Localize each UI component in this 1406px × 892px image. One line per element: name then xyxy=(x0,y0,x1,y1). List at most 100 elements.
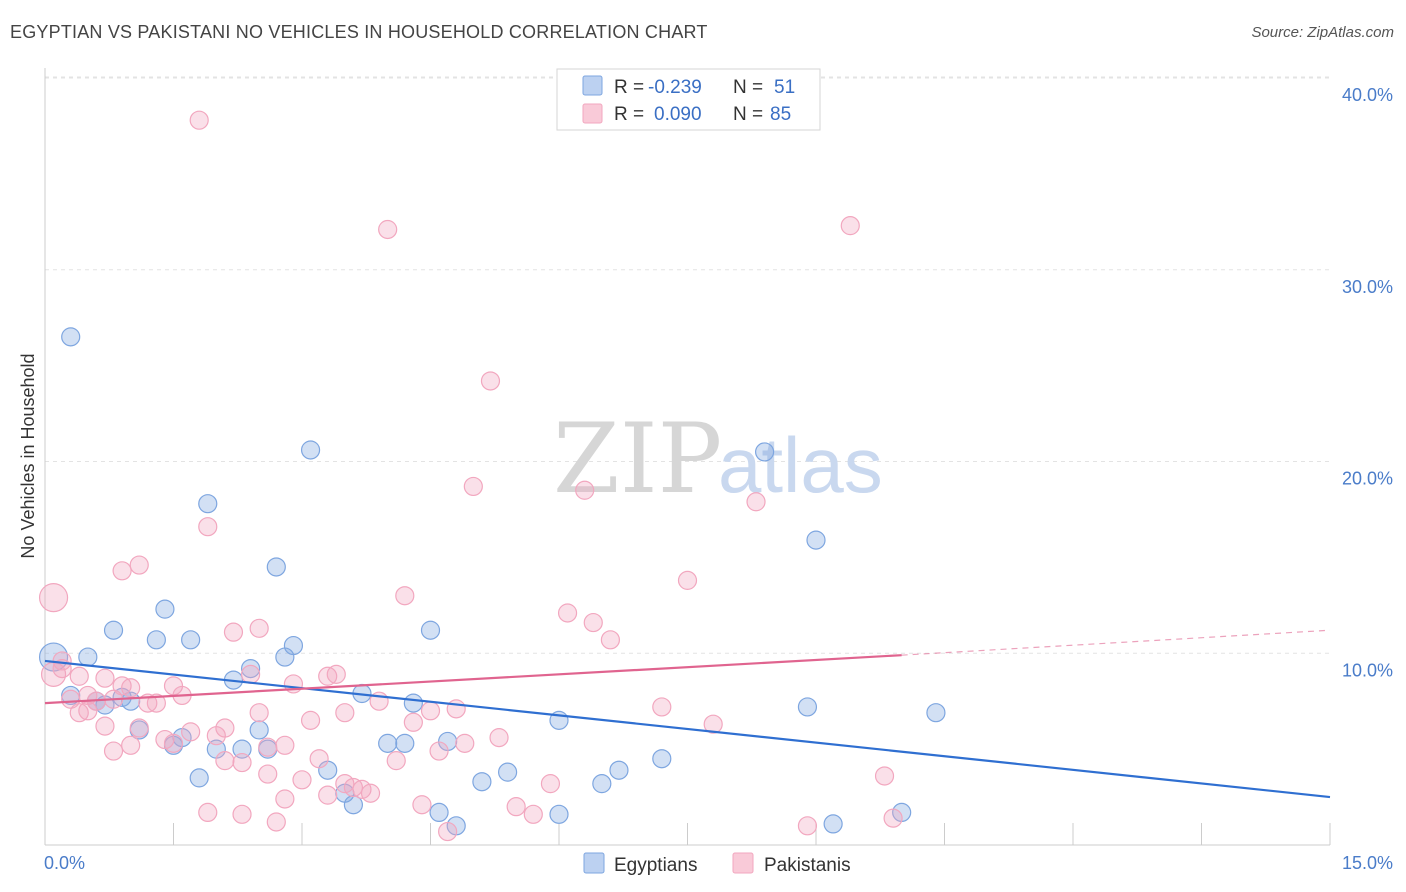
legend-swatch-pakistanis xyxy=(582,103,603,124)
pakistanis-point-67 xyxy=(575,480,595,500)
egyptians-point-39 xyxy=(498,762,518,782)
pakistanis-point-53 xyxy=(395,586,415,606)
pakistanis-point-17 xyxy=(129,718,149,738)
egyptians-point-42 xyxy=(592,774,612,794)
legend-n-value-2: 85 xyxy=(770,104,791,125)
chart-title: EGYPTIAN VS PAKISTANI NO VEHICLES IN HOU… xyxy=(10,22,708,42)
pakistanis-point-81 xyxy=(275,789,295,809)
egyptians-point-32 xyxy=(395,733,415,753)
pakistanis-point-83 xyxy=(455,733,475,753)
legend-r-value-2: 0.090 xyxy=(654,104,702,125)
pakistanis-point-59 xyxy=(446,699,466,719)
legend-n-label-1: N = xyxy=(733,77,763,98)
pakistanis-point-43 xyxy=(318,785,338,805)
pakistanis-point-30 xyxy=(232,752,252,773)
pakistanis-point-56 xyxy=(420,701,441,721)
egyptians-point-31 xyxy=(378,733,398,753)
pakistanis-point-4 xyxy=(69,666,89,686)
pakistanis-point-73 xyxy=(746,492,766,512)
pakistanis-point-15 xyxy=(121,735,141,755)
egyptians-point-14 xyxy=(181,630,201,650)
series-legend-swatch-egyptians xyxy=(583,852,605,874)
legend-r-label-1: R = xyxy=(614,77,644,98)
pakistanis-point-69 xyxy=(600,630,621,650)
pakistanis-point-38 xyxy=(275,735,295,755)
y-tick-label-0: 10.0% xyxy=(1342,660,1393,680)
egyptians-point-38 xyxy=(472,772,492,792)
egyptians-point-19 xyxy=(232,739,252,759)
pakistanis-point-29 xyxy=(223,622,244,642)
pakistanis-point-80 xyxy=(215,751,235,771)
egyptians-point-34 xyxy=(420,620,441,640)
source-credit: Source: ZipAtlas.com xyxy=(1251,24,1394,41)
pakistanis-point-34 xyxy=(249,618,269,638)
pakistanis-point-54 xyxy=(403,712,423,732)
pakistanis-point-79 xyxy=(163,733,184,753)
pakistanis-trend-extension xyxy=(901,629,1331,656)
y-tick-label-2: 30.0% xyxy=(1342,277,1393,297)
egyptians-point-50 xyxy=(926,703,946,723)
pakistanis-point-60 xyxy=(463,476,483,497)
series-egyptians xyxy=(38,327,946,836)
egyptians-point-40 xyxy=(549,804,569,824)
egyptians-point-16 xyxy=(198,494,218,514)
grid-lines xyxy=(45,76,1330,654)
y-tick-label-1: 20.0% xyxy=(1342,469,1393,489)
egyptians-point-6 xyxy=(103,620,124,640)
pakistanis-point-64 xyxy=(523,804,543,824)
pakistanis-point-61 xyxy=(480,371,501,391)
egyptians-point-20 xyxy=(241,658,261,679)
egyptians-point-33 xyxy=(403,693,423,713)
egyptians-point-48 xyxy=(823,814,843,834)
pakistanis-point-76 xyxy=(874,766,895,786)
egyptians-point-15 xyxy=(189,768,209,788)
pakistanis-point-25 xyxy=(198,517,218,537)
pakistanis-point-51 xyxy=(378,219,398,240)
pakistanis-point-35 xyxy=(258,764,278,784)
pakistanis-point-0 xyxy=(38,583,69,613)
pakistanis-point-33 xyxy=(249,703,269,723)
pakistanis-point-19 xyxy=(146,693,166,713)
pakistanis-point-74 xyxy=(797,816,818,836)
legend-n-label-2: N = xyxy=(733,104,763,125)
pakistanis-point-37 xyxy=(266,812,286,832)
pakistanis-point-40 xyxy=(292,770,312,790)
pakistanis-point-66 xyxy=(557,603,578,623)
series-legend-swatch-pakistanis xyxy=(732,852,754,874)
egyptians-point-35 xyxy=(429,802,449,823)
egyptians-point-29 xyxy=(343,795,363,815)
x-tick-label-0: 0.0% xyxy=(44,853,85,873)
pakistanis-point-23 xyxy=(181,722,201,742)
correlation-legend: R = -0.239 N = 51 R = 0.090 N = 85 xyxy=(556,68,821,131)
pakistanis-point-70 xyxy=(652,697,672,717)
pakistanis-point-68 xyxy=(583,612,603,633)
trend-lines xyxy=(44,629,1331,799)
egyptians-point-46 xyxy=(797,697,818,717)
pakistanis-point-16 xyxy=(129,555,149,575)
pakistanis-point-78 xyxy=(52,651,72,671)
watermark-zip: ZIP xyxy=(553,403,722,515)
pakistanis-point-62 xyxy=(489,728,509,748)
legend-swatch-egyptians xyxy=(582,75,603,96)
legend-n-value-1: 51 xyxy=(774,77,795,98)
egyptians-point-44 xyxy=(652,749,672,769)
legend-r-value-1: -0.239 xyxy=(648,77,702,98)
watermark: ZIP atlas xyxy=(553,403,883,515)
pakistanis-point-58 xyxy=(438,821,458,842)
legend-r-label-2: R = xyxy=(614,104,644,125)
egyptians-point-23 xyxy=(266,557,286,577)
pakistanis-point-77 xyxy=(883,808,903,828)
pakistanis-point-26 xyxy=(198,802,218,823)
pakistanis-point-65 xyxy=(540,774,561,794)
pakistanis-point-57 xyxy=(429,741,449,761)
x-tick-label-1: 15.0% xyxy=(1342,853,1393,873)
pakistanis-point-63 xyxy=(506,797,526,817)
egyptians-point-8 xyxy=(121,691,141,711)
watermark-atlas: atlas xyxy=(718,421,883,509)
pakistanis-point-14 xyxy=(121,678,141,698)
egyptians-point-10 xyxy=(146,630,166,650)
pakistanis-point-55 xyxy=(412,795,432,815)
pakistanis-point-82 xyxy=(335,703,355,723)
egyptians-point-11 xyxy=(155,599,175,619)
